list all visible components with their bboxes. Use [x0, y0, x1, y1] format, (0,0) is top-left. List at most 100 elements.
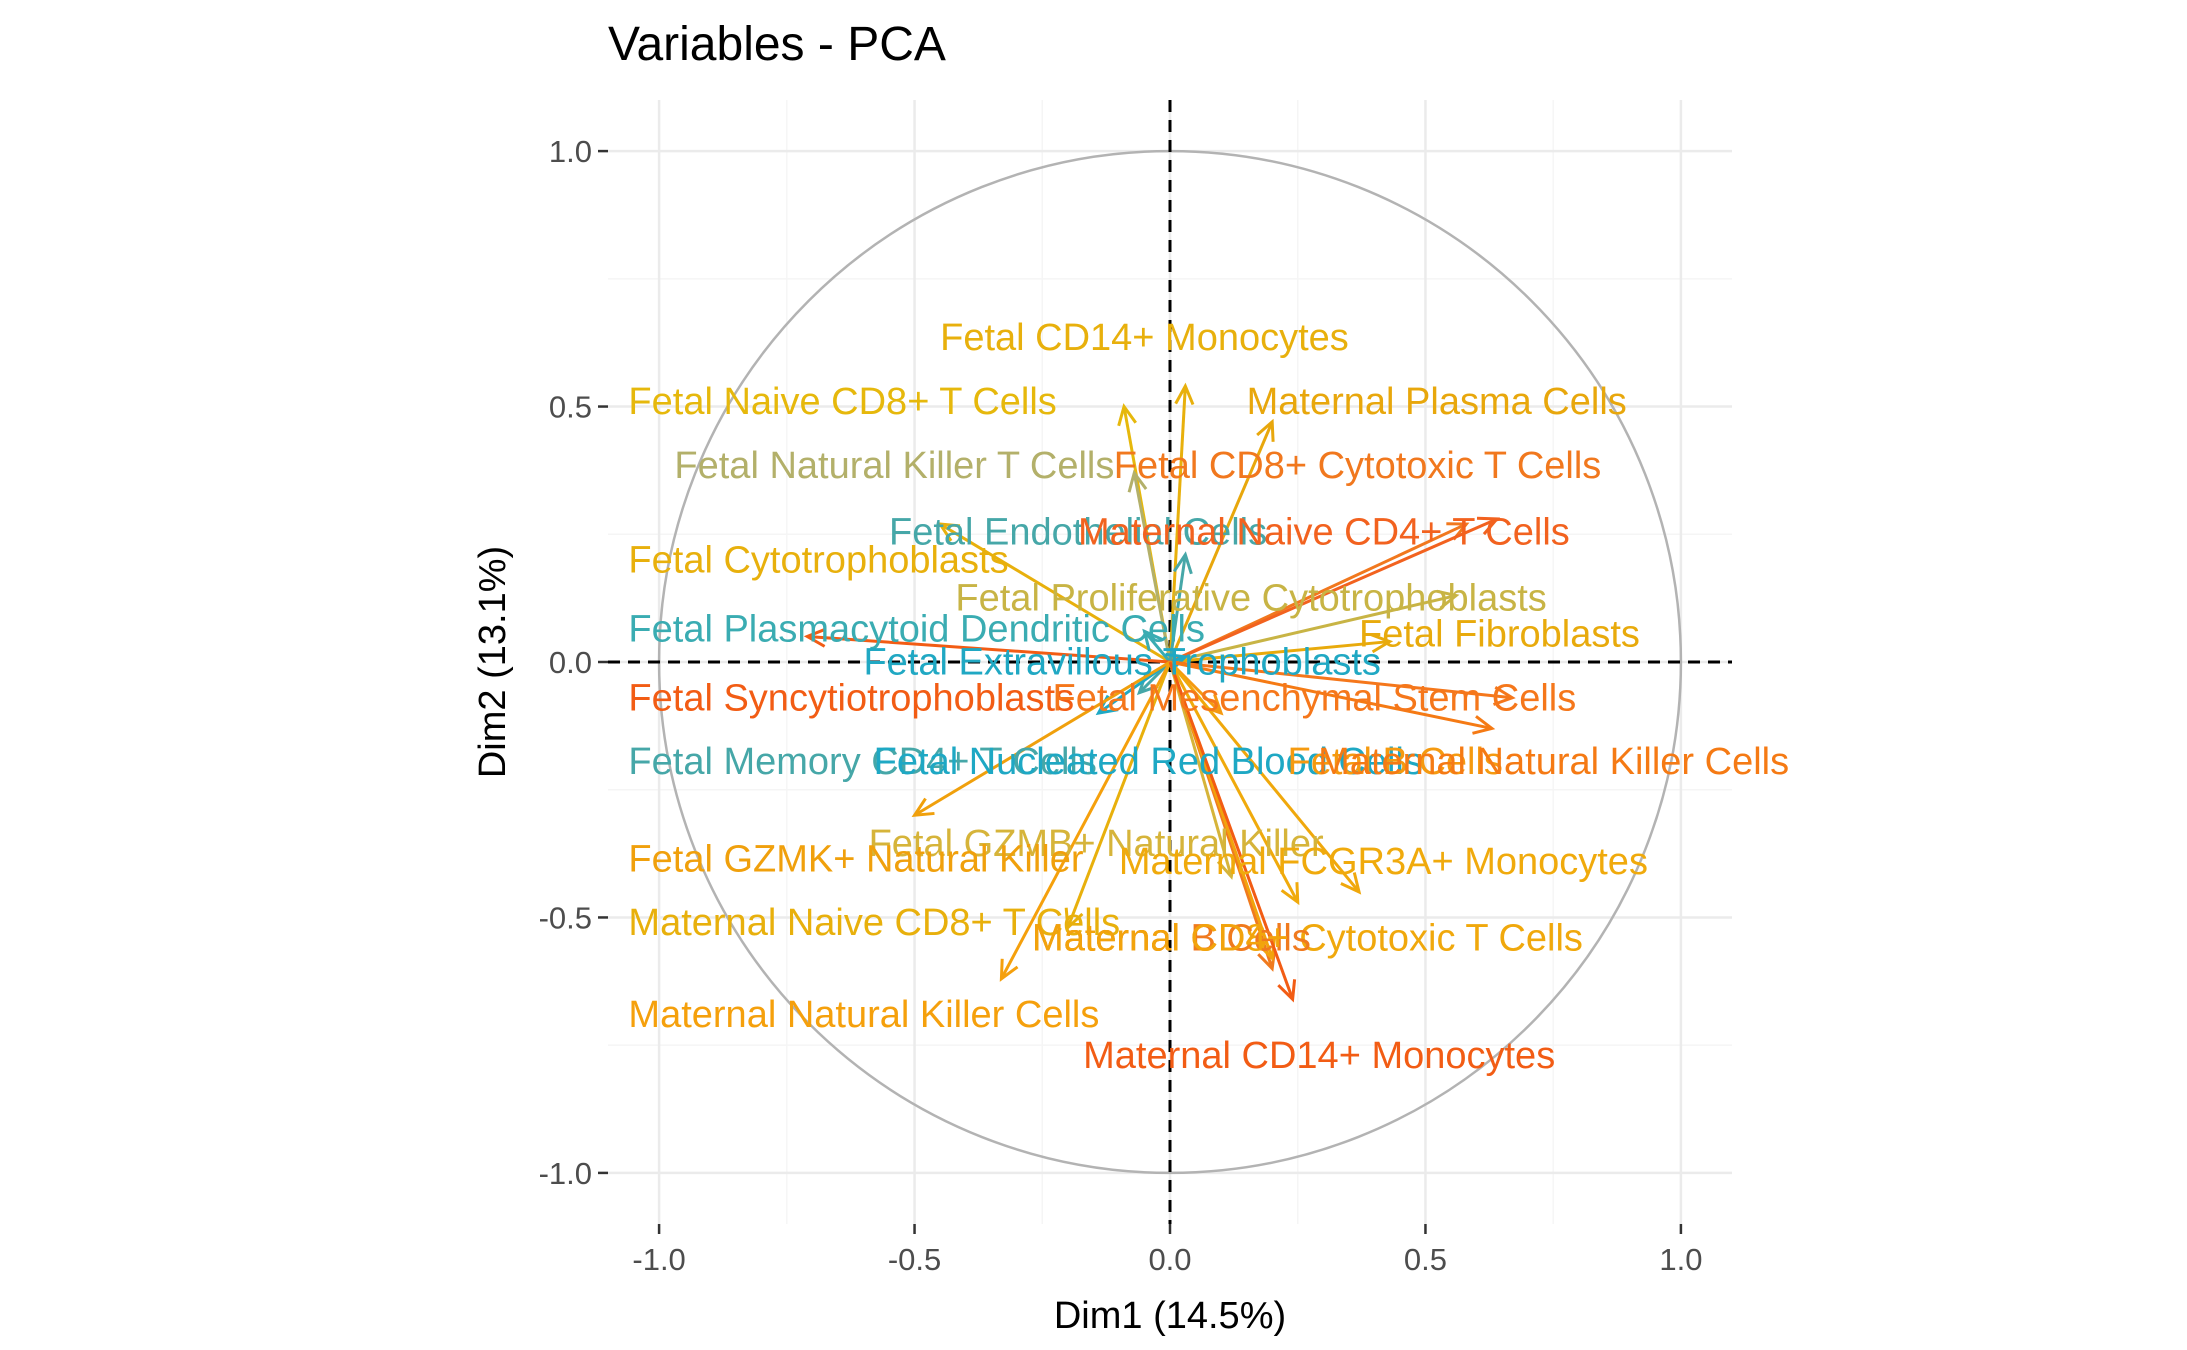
- x-tick-label: -1.0: [632, 1242, 685, 1277]
- arrow-shaft: [1168, 661, 1300, 903]
- arrow-head: [1216, 856, 1237, 880]
- variable-arrow: [937, 522, 1171, 664]
- arrow-shaft: [1066, 661, 1172, 929]
- variable-arrow: [911, 660, 1171, 818]
- arrow-head: [1127, 469, 1148, 493]
- arrow-shaft: [1168, 661, 1295, 1000]
- y-tick-label: 0.5: [549, 390, 592, 425]
- x-axis-title: Dim1 (14.5%): [1054, 1295, 1286, 1337]
- arrow-shaft: [1143, 630, 1172, 663]
- arrow-head: [1277, 979, 1297, 1003]
- variable-arrow: [1168, 382, 1195, 663]
- arrow-shaft: [1169, 517, 1498, 664]
- chart-title: Variables - PCA: [608, 18, 946, 71]
- arrow-head: [1280, 882, 1300, 906]
- variable-label: Fetal CD8+ Cytotoxic T Cells: [1114, 445, 1602, 487]
- variable-arrow: [1168, 661, 1300, 906]
- arrow-head: [1117, 403, 1137, 427]
- arrow-head: [911, 797, 935, 818]
- arrow-shaft: [1168, 554, 1187, 663]
- variable-label: Maternal Naive CD4+ T Cells: [1078, 511, 1570, 553]
- variable-arrow: [1169, 516, 1501, 664]
- arrow-shaft: [1169, 640, 1390, 664]
- variable-label: Maternal CD8+ Cytotoxic T Cells: [1032, 917, 1583, 959]
- arrow-head: [1492, 685, 1516, 706]
- variable-label: Maternal B Cells: [1032, 917, 1311, 959]
- arrow-shaft: [1168, 386, 1187, 663]
- variable-label: Fetal Proliferative Cytotrophoblasts: [955, 578, 1546, 620]
- arrow-head: [1370, 633, 1394, 654]
- x-tick-label: 1.0: [1659, 1242, 1702, 1277]
- variable-arrow: [1169, 633, 1394, 664]
- arrow-shaft: [939, 522, 1171, 664]
- variable-label: Maternal Plasma Cells: [1247, 381, 1627, 423]
- variable-arrow: [1064, 661, 1172, 931]
- variable-label: Fetal Nucleated Red Blood Cells: [874, 741, 1423, 783]
- variable-labels: Fetal CD14+ Monocytes Fetal Naive CD8+ T …: [628, 317, 1789, 1077]
- x-tick-label: -0.5: [888, 1242, 941, 1277]
- variable-label: Maternal Natural Killer Cells: [628, 994, 1099, 1036]
- arrow-head: [1472, 715, 1496, 735]
- arrow-shaft: [1132, 472, 1172, 663]
- variable-label: Fetal Naive CD8+ T Cells: [628, 381, 1056, 423]
- arrow-head: [1436, 589, 1460, 610]
- arrow-shaft: [1169, 660, 1493, 730]
- variable-arrow: [1127, 469, 1172, 663]
- arrow-head: [937, 522, 961, 542]
- variable-label: Fetal Syncytiotrophoblasts: [628, 677, 1074, 719]
- arrow-shaft: [1168, 661, 1233, 877]
- variable-label: Fetal GZMK+ Natural Killer: [628, 838, 1083, 880]
- variable-arrow: [1168, 661, 1297, 1003]
- y-tick-label: 0.0: [549, 645, 592, 680]
- variable-label: Fetal GZMB+ Natural Killer: [869, 823, 1324, 865]
- arrow-shaft: [1168, 421, 1274, 663]
- variable-arrow: [1168, 661, 1362, 895]
- arrow-head: [1142, 628, 1164, 652]
- y-tick-label: -0.5: [539, 900, 592, 935]
- variable-arrow: [1168, 418, 1275, 663]
- arrow-head: [1172, 551, 1193, 575]
- variable-label: Fetal Extravillous Trophoblasts: [863, 642, 1380, 684]
- variable-arrow: [1169, 660, 1516, 706]
- variable-label: Fetal Plasmacytoid Dendritic Cells: [628, 608, 1205, 650]
- variable-label: Maternal FCGR3A+ Monocytes: [1119, 841, 1648, 883]
- arrow-shaft: [1169, 660, 1513, 700]
- variable-arrow: [1169, 660, 1496, 735]
- arrow-head: [999, 958, 1019, 982]
- arrow-head: [1340, 872, 1362, 895]
- x-tick-label: 0.0: [1148, 1242, 1191, 1277]
- arrow-shaft: [913, 660, 1171, 817]
- variable-label: Maternal CD14+ Monocytes: [1083, 1035, 1555, 1077]
- variable-arrow: [999, 661, 1172, 982]
- arrow-shaft: [1168, 661, 1361, 893]
- arrow-head: [803, 627, 827, 648]
- variable-label: Maternal Naive CD8+ T Cells: [628, 902, 1120, 944]
- arrow-head: [1446, 522, 1470, 541]
- variable-label: Maternal Natural Killer Cells: [1318, 741, 1789, 783]
- variable-label: Maternal CD4+: [1032, 917, 1289, 959]
- variable-arrow: [1168, 661, 1237, 880]
- variable-label: Fetal Mesenchymal Stem Cells: [1052, 677, 1576, 719]
- arrow-shaft: [1000, 661, 1172, 980]
- variable-arrows: [803, 382, 1516, 1003]
- y-tick-label: -1.0: [539, 1156, 592, 1191]
- variable-arrow: [1142, 628, 1172, 663]
- arrow-head: [1476, 516, 1501, 536]
- variable-label: Fetal Cytotrophoblasts: [628, 539, 1008, 581]
- arrow-shaft: [807, 634, 1171, 664]
- arrow-head: [1256, 418, 1275, 442]
- y-tick-label: 1.0: [549, 134, 592, 169]
- variable-label: Fetal Memory CD4+ T Cells: [628, 741, 1096, 783]
- arrow-head: [1064, 907, 1084, 931]
- variable-label: Fetal B Cells: [1288, 741, 1503, 783]
- arrow-head: [1174, 382, 1195, 406]
- arrow-shaft: [1169, 594, 1457, 664]
- y-axis-title: Dim2 (13.1%): [472, 546, 514, 778]
- variable-arrow: [1168, 551, 1193, 663]
- variable-label: Fetal CD14+ Monocytes: [940, 317, 1349, 359]
- x-tick-label: 0.5: [1404, 1242, 1447, 1277]
- variable-arrow: [1169, 589, 1460, 664]
- variable-arrow: [803, 627, 1171, 664]
- variable-label: Fetal Natural Killer T Cells: [674, 445, 1114, 487]
